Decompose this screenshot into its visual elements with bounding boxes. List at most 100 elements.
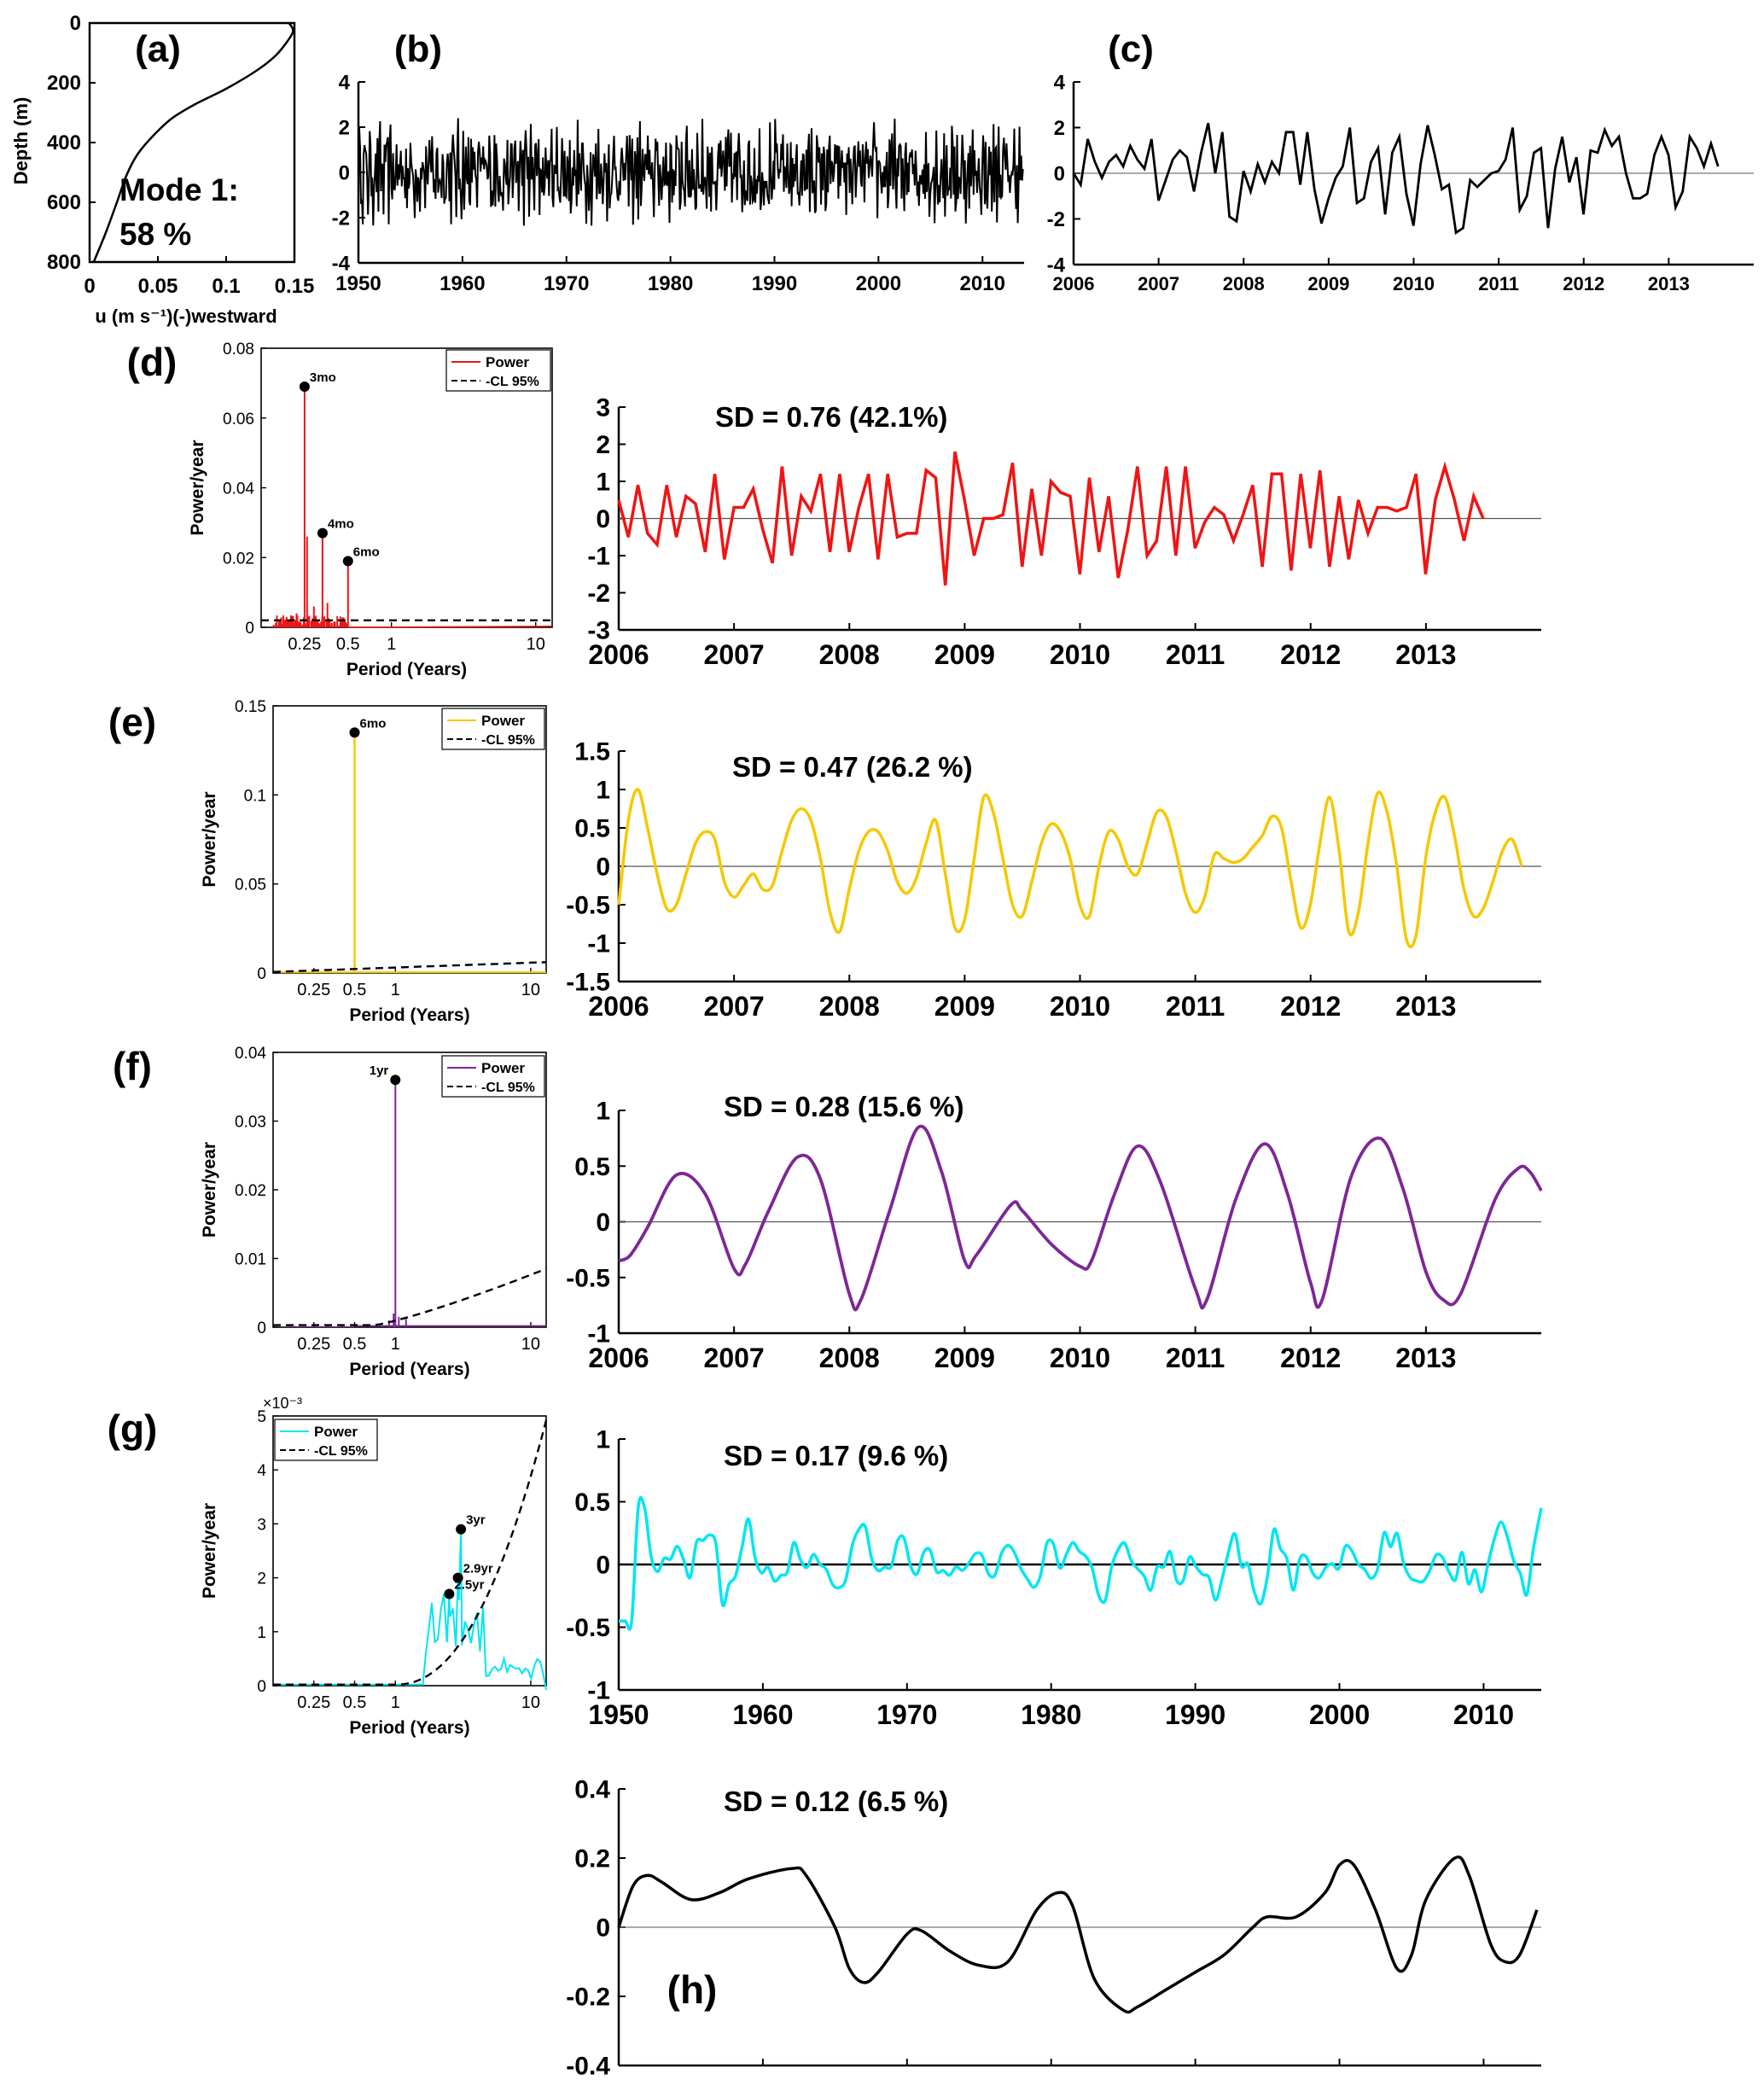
y-axis-label: Power/year xyxy=(188,440,207,535)
y-tick-label: 0 xyxy=(245,620,254,638)
power-spectrum xyxy=(283,1080,546,1327)
x-tick-label: 1970 xyxy=(876,1699,937,1730)
x-tick-label: 1950 xyxy=(335,272,381,295)
y-tick-label: 1 xyxy=(257,1624,266,1642)
y-tick-label: -1 xyxy=(587,930,610,958)
peak-marker xyxy=(349,727,360,738)
peak-marker xyxy=(390,1075,401,1086)
y-tick-label: 0.06 xyxy=(223,411,254,428)
panel-label: (a) xyxy=(135,28,181,70)
x-tick-label: 2013 xyxy=(1395,1343,1456,1373)
sd-label: SD = 0.12 (6.5 %) xyxy=(724,1786,948,1817)
y-tick-label: 2 xyxy=(257,1570,266,1588)
y-tick-label: 0.04 xyxy=(235,1045,266,1063)
band-series-line xyxy=(617,451,1485,586)
y-tick-label: 0 xyxy=(257,965,266,983)
y-tick-label: 4 xyxy=(1054,71,1066,94)
mode-percent-annotation: 58 % xyxy=(119,217,191,252)
peak-marker xyxy=(342,556,353,567)
pc-subset-line xyxy=(1072,122,1720,235)
x-tick-label: 2006 xyxy=(588,1343,649,1373)
band-series-line xyxy=(618,1124,1543,1312)
y-tick-label: -4 xyxy=(332,252,351,275)
x-tick-label: 0.05 xyxy=(138,275,178,298)
y-tick-label: 0 xyxy=(339,161,350,184)
y-tick-label: 800 xyxy=(47,251,81,274)
y-tick-label: 0.5 xyxy=(574,1153,610,1181)
y-axis-label: Depth (m) xyxy=(10,97,32,185)
y-axis-label: Power/year xyxy=(200,1142,219,1238)
x-tick-label: 2010 xyxy=(1050,639,1110,670)
y-tick-label: 0.2 xyxy=(574,1845,610,1873)
power-spectrum xyxy=(271,387,553,628)
y-tick-label: 2 xyxy=(596,431,610,459)
power-spectrum xyxy=(279,732,546,974)
legend-cl-label: -CL 95% xyxy=(314,1444,368,1459)
x-tick-label: 1960 xyxy=(732,2075,793,2080)
peak-label: 3mo xyxy=(310,370,336,385)
x-tick-label: 1970 xyxy=(876,2075,937,2080)
x-tick-label: 2008 xyxy=(819,1343,880,1373)
y-tick-label: 1 xyxy=(596,469,610,497)
y-axis-label: Power/year xyxy=(200,791,219,887)
x-axis-label: Period (Years) xyxy=(349,1360,469,1379)
x-tick-label: 1990 xyxy=(1165,2075,1225,2080)
y-tick-label: 1 xyxy=(596,1426,610,1454)
x-tick-label: 2010 xyxy=(960,272,1005,295)
y-tick-label: 1.5 xyxy=(574,738,610,766)
sd-label: SD = 0.28 (15.6 %) xyxy=(724,1091,964,1122)
x-tick-label: 0.25 xyxy=(297,1335,330,1354)
x-tick-label: 2012 xyxy=(1280,1343,1341,1373)
y-tick-label: 4 xyxy=(257,1462,266,1480)
peak-label: 4mo xyxy=(328,517,354,532)
confidence-level-line xyxy=(273,1267,547,1326)
legend-cl-label: -CL 95% xyxy=(481,1081,535,1095)
band-series-line xyxy=(618,1495,1543,1631)
x-tick-label: 10 xyxy=(527,635,545,654)
x-tick-label: 2010 xyxy=(1050,1343,1110,1373)
x-tick-label: 2011 xyxy=(1166,1343,1225,1373)
peak-label: 6mo xyxy=(360,716,387,731)
x-tick-label: 2011 xyxy=(1166,991,1225,1022)
y-tick-label: -0.5 xyxy=(566,1614,610,1642)
y-tick-label: 3 xyxy=(257,1516,266,1534)
y-tick-label: 2 xyxy=(339,116,350,139)
x-tick-label: 2006 xyxy=(588,639,649,670)
x-tick-label: 2000 xyxy=(1309,2075,1370,2080)
y-tick-label: 0.05 xyxy=(235,877,266,894)
power-spikes xyxy=(283,1080,407,1327)
y-tick-label: 0 xyxy=(1054,162,1065,185)
y-tick-label: -0.5 xyxy=(566,1264,610,1292)
x-tick-label: 2008 xyxy=(1223,273,1265,294)
x-tick-label: 0.5 xyxy=(336,635,360,654)
y-tick-label: -1.5 xyxy=(566,969,610,997)
power-spectrum xyxy=(275,1529,547,1691)
spectrum-e_spec: 0 0.05 0.1 0.15 0.25 0.5 1 10 Period (Years) Powe… xyxy=(200,698,547,1025)
legend-box xyxy=(274,1419,378,1461)
y-tick-label: 2 xyxy=(1054,117,1065,140)
band-series-line xyxy=(617,1856,1539,2014)
peak-label: 2.5yr xyxy=(454,1578,484,1593)
x-axis-label: Period (Years) xyxy=(349,1005,469,1025)
x-tick-label: 1 xyxy=(391,981,400,999)
y-tick-label: -3 xyxy=(587,617,610,645)
x-tick-label: 1990 xyxy=(1165,1699,1225,1730)
x-tick-label: 0.15 xyxy=(275,275,315,298)
x-tick-label: 2007 xyxy=(704,991,765,1022)
x-tick-label: 0.5 xyxy=(343,1693,367,1712)
y-tick-label: -1 xyxy=(587,1677,610,1705)
axes-box xyxy=(272,1415,547,1687)
y-tick-label: -1 xyxy=(587,1320,610,1349)
y-tick-label: 0.01 xyxy=(235,1251,266,1269)
y-tick-label: 0 xyxy=(70,12,81,35)
sd-label: SD = 0.47 (26.2 %) xyxy=(732,751,973,783)
legend-box xyxy=(441,1055,545,1098)
legend: Power -CL 95% xyxy=(441,1055,545,1098)
x-tick-label: 1960 xyxy=(440,272,485,295)
x-tick-label: 2007 xyxy=(1138,273,1179,294)
